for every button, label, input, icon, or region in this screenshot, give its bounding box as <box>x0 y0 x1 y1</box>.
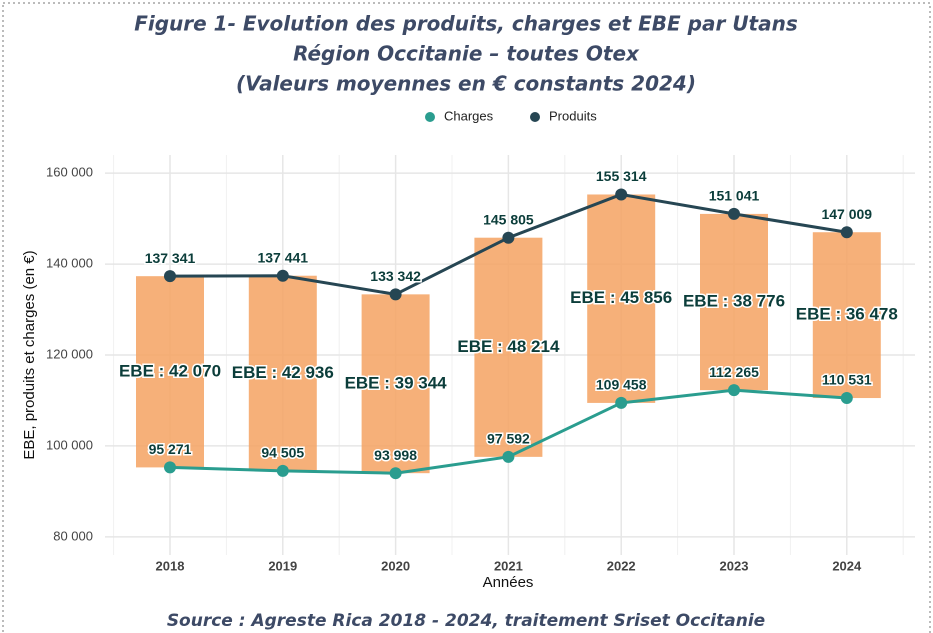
point <box>615 396 628 409</box>
x-tick-label: 2023 <box>720 558 749 573</box>
y-tick-label: 140 000 <box>46 256 93 271</box>
ebe-label: EBE : 42 070 <box>119 361 221 380</box>
chart-subtitle: (Valeurs moyennes en € constants 2024) <box>236 72 696 96</box>
legend-label: Produits <box>549 108 597 123</box>
y-tick-label: 100 000 <box>46 437 93 452</box>
point <box>276 269 289 282</box>
x-tick-label: 2021 <box>494 558 523 573</box>
chart-subtitle: Région Occitanie – toutes Otex <box>293 42 640 66</box>
data-label: 95 271 <box>149 441 192 457</box>
data-label: 151 041 <box>709 188 760 204</box>
data-label: 112 265 <box>709 364 759 380</box>
ebe-label: EBE : 45 856 <box>570 288 672 307</box>
y-tick-label: 160 000 <box>46 165 93 180</box>
data-label: 137 341 <box>145 250 196 266</box>
data-label: 145 805 <box>483 211 534 227</box>
point <box>502 231 515 244</box>
y-axis-label: EBE, produits et charges (en €) <box>21 250 38 459</box>
data-label: 110 531 <box>822 372 872 388</box>
data-label: 97 592 <box>487 431 530 447</box>
data-label: 109 458 <box>596 377 647 393</box>
x-tick-label: 2020 <box>381 558 410 573</box>
legend-marker <box>530 112 540 122</box>
y-tick-label: 120 000 <box>46 346 93 361</box>
data-label: 137 441 <box>257 249 308 265</box>
ebe-label: EBE : 48 214 <box>457 337 560 356</box>
ebe-bar <box>700 213 768 391</box>
legend-marker <box>425 112 435 122</box>
source: Source : Agreste Rica 2018 - 2024, trait… <box>167 611 765 631</box>
ebe-bar <box>361 294 430 474</box>
x-tick-label: 2024 <box>832 558 862 573</box>
x-tick-label: 2019 <box>268 558 297 573</box>
chart-title: Figure 1- Evolution des produits, charge… <box>134 12 798 36</box>
data-label: 94 505 <box>261 445 304 461</box>
ebe-label: EBE : 38 776 <box>683 292 785 311</box>
ebe-bar <box>587 194 656 403</box>
x-axis-label: Années <box>483 574 534 591</box>
data-label: 93 998 <box>374 447 417 463</box>
data-label: 133 342 <box>370 268 421 284</box>
ebe-bar <box>812 232 881 399</box>
point <box>840 392 853 405</box>
ebe-label: EBE : 36 478 <box>796 305 898 324</box>
x-tick-label: 2018 <box>156 558 185 573</box>
point <box>502 450 515 463</box>
point <box>389 288 402 301</box>
y-tick-label: 80 000 <box>53 528 93 543</box>
point <box>164 461 176 474</box>
ebe-label: EBE : 39 344 <box>345 373 448 392</box>
point <box>728 384 740 397</box>
ebe-bar <box>248 275 317 471</box>
ebe-bar <box>136 276 204 468</box>
point <box>276 464 289 477</box>
ebe-label: EBE : 42 936 <box>232 363 334 382</box>
ebe-bar <box>474 237 543 457</box>
point <box>389 467 402 480</box>
point <box>164 270 176 283</box>
point <box>840 226 853 239</box>
point <box>728 207 740 220</box>
x-tick-label: 2022 <box>607 558 636 573</box>
data-label: 155 314 <box>596 168 647 184</box>
data-label: 147 009 <box>821 206 872 222</box>
legend-label: Charges <box>444 108 494 123</box>
point <box>615 188 628 201</box>
